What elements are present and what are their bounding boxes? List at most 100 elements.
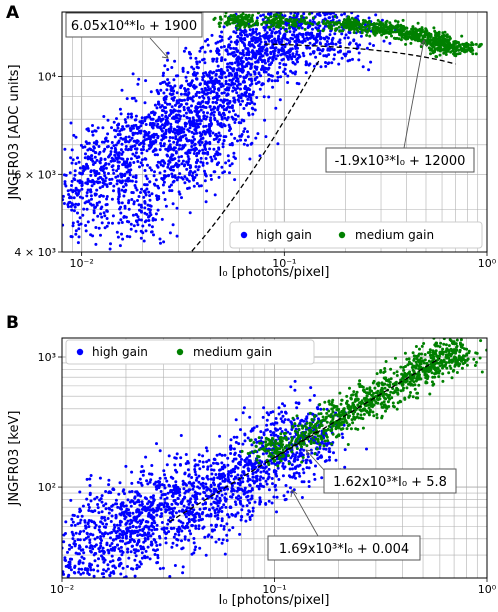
scatter-point-high-gain <box>92 211 96 215</box>
scatter-point-high-gain <box>239 428 242 432</box>
scatter-point-high-gain <box>161 123 164 127</box>
scatter-point-high-gain <box>203 491 207 495</box>
scatter-point-high-gain <box>165 531 169 535</box>
scatter-point-high-gain <box>153 538 157 542</box>
scatter-point-high-gain <box>251 475 255 479</box>
scatter-point-high-gain <box>158 567 162 571</box>
scatter-point-medium-gain <box>432 39 436 43</box>
scatter-point-high-gain <box>111 538 115 542</box>
scatter-point-high-gain <box>184 46 188 50</box>
scatter-point-high-gain <box>140 187 143 191</box>
scatter-point-medium-gain <box>331 20 335 24</box>
scatter-point-high-gain <box>107 483 111 487</box>
scatter-point-high-gain <box>170 507 174 511</box>
scatter-point-high-gain <box>154 178 158 182</box>
scatter-point-high-gain <box>154 480 158 484</box>
scatter-point-medium-gain <box>278 19 282 23</box>
scatter-point-medium-gain <box>238 18 242 22</box>
scatter-point-medium-gain <box>374 28 378 32</box>
scatter-point-high-gain <box>187 179 191 183</box>
scatter-point-high-gain <box>112 548 116 552</box>
scatter-point-medium-gain <box>284 29 288 33</box>
scatter-point-medium-gain <box>293 24 297 27</box>
scatter-point-high-gain <box>243 65 247 69</box>
scatter-point-high-gain <box>88 541 92 544</box>
scatter-point-high-gain <box>276 466 280 470</box>
scatter-point-high-gain <box>145 149 149 153</box>
panel-a-frame <box>61 11 488 253</box>
scatter-point-high-gain <box>230 162 234 166</box>
scatter-point-high-gain <box>210 535 214 539</box>
scatter-point-high-gain <box>129 112 133 116</box>
scatter-point-medium-gain <box>275 25 279 29</box>
scatter-point-high-gain <box>214 540 218 544</box>
scatter-point-high-gain <box>72 514 76 517</box>
scatter-point-high-gain <box>117 201 121 205</box>
scatter-point-high-gain <box>253 65 257 69</box>
scatter-point-high-gain <box>174 456 178 460</box>
scatter-point-high-gain <box>107 172 110 175</box>
scatter-point-high-gain <box>247 509 251 513</box>
scatter-point-high-gain <box>283 14 287 18</box>
scatter-point-high-gain <box>89 188 93 192</box>
scatter-point-high-gain <box>241 51 245 55</box>
scatter-point-medium-gain <box>428 38 432 41</box>
scatter-point-high-gain <box>159 88 163 92</box>
scatter-point-medium-gain <box>401 18 405 22</box>
scatter-point-high-gain <box>156 548 159 552</box>
scatter-point-high-gain <box>251 44 255 48</box>
scatter-point-high-gain <box>293 72 297 76</box>
scatter-point-medium-gain <box>400 34 404 37</box>
scatter-point-high-gain <box>187 91 191 95</box>
scatter-point-high-gain <box>253 108 257 112</box>
scatter-point-high-gain <box>102 115 106 118</box>
scatter-point-high-gain <box>214 95 218 99</box>
scatter-point-high-gain <box>246 512 250 516</box>
scatter-point-high-gain <box>172 78 176 82</box>
scatter-point-high-gain <box>289 69 293 73</box>
scatter-point-medium-gain <box>432 26 436 30</box>
scatter-point-high-gain <box>189 532 193 536</box>
scatter-point-high-gain <box>88 538 92 542</box>
scatter-point-medium-gain <box>420 30 424 34</box>
scatter-point-high-gain <box>170 189 174 193</box>
scatter-point-high-gain <box>74 191 78 195</box>
scatter-point-high-gain <box>79 518 83 522</box>
scatter-point-medium-gain <box>251 13 255 17</box>
scatter-point-high-gain <box>152 135 156 139</box>
scatter-point-high-gain <box>152 122 156 126</box>
scatter-point-high-gain <box>194 545 198 549</box>
scatter-point-high-gain <box>223 552 227 556</box>
scatter-point-high-gain <box>127 529 131 533</box>
scatter-point-high-gain <box>220 91 224 95</box>
scatter-point-high-gain <box>246 498 250 502</box>
scatter-point-high-gain <box>240 133 244 136</box>
scatter-point-high-gain <box>115 230 119 234</box>
scatter-point-high-gain <box>84 140 88 144</box>
scatter-point-high-gain <box>246 494 250 498</box>
scatter-point-medium-gain <box>360 31 364 35</box>
scatter-point-high-gain <box>365 46 369 50</box>
scatter-point-high-gain <box>368 42 372 46</box>
scatter-point-high-gain <box>186 460 190 463</box>
scatter-point-high-gain <box>184 75 188 79</box>
scatter-point-high-gain <box>246 130 249 134</box>
panel-a-label: A <box>6 3 20 23</box>
scatter-point-high-gain <box>162 174 166 178</box>
scatter-point-medium-gain <box>462 47 466 51</box>
scatter-point-medium-gain <box>436 33 440 37</box>
scatter-point-high-gain <box>163 473 166 477</box>
scatter-point-high-gain <box>166 51 170 55</box>
scatter-point-medium-gain <box>339 29 343 33</box>
scatter-point-high-gain <box>141 529 145 533</box>
scatter-point-high-gain <box>265 423 269 427</box>
scatter-point-high-gain <box>120 152 124 156</box>
scatter-point-high-gain <box>232 447 236 451</box>
scatter-point-high-gain <box>150 111 154 115</box>
scatter-point-high-gain <box>68 171 72 175</box>
scatter-point-medium-gain <box>410 27 414 31</box>
scatter-point-high-gain <box>294 35 297 39</box>
scatter-point-high-gain <box>166 102 169 106</box>
scatter-point-high-gain <box>247 459 251 462</box>
scatter-point-high-gain <box>171 165 175 169</box>
